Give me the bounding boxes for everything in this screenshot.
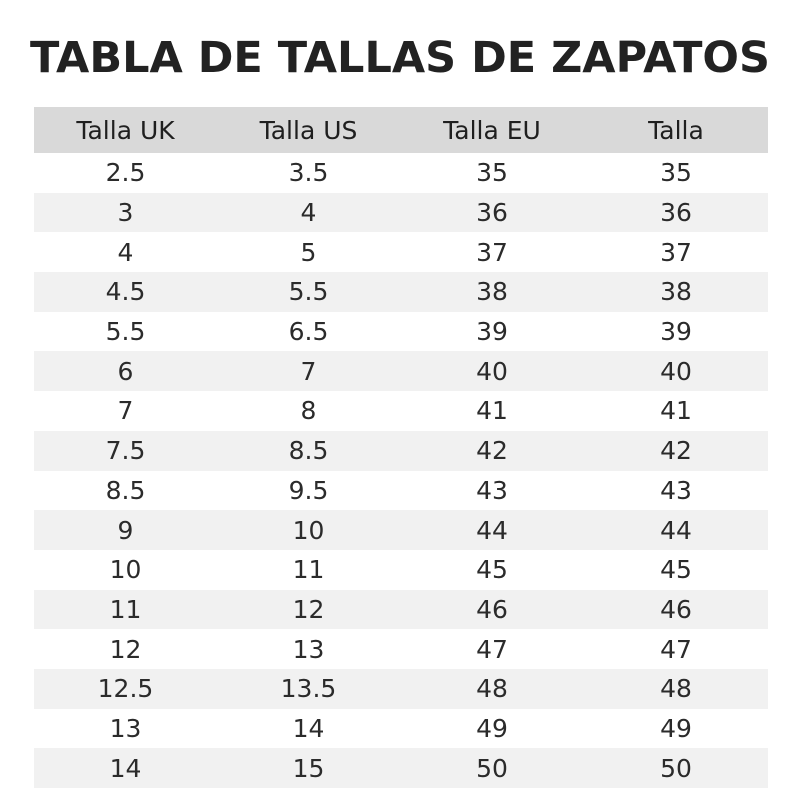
cell-talla: 40 xyxy=(584,351,768,392)
table-row: 2.5 3.5 35 35 xyxy=(34,153,768,193)
cell-talla-eu: 47 xyxy=(476,634,508,664)
cell-talla-uk: 9 xyxy=(34,510,217,550)
cell-talla-uk: 7 xyxy=(117,396,134,426)
cell-talla-uk: 4 xyxy=(117,237,134,267)
table-header: Talla UK Talla US Talla EU Talla xyxy=(34,107,768,153)
cell-talla-uk: 7.5 xyxy=(34,430,217,471)
cell-talla-eu: 40 xyxy=(400,351,584,392)
cell-talla-us: 6.5 xyxy=(288,317,329,347)
cell-talla: 47 xyxy=(660,634,692,664)
cell-talla-us: 9.5 xyxy=(288,475,329,505)
cell-talla-uk: 4.5 xyxy=(34,272,217,312)
cell-talla: 39 xyxy=(660,317,692,347)
cell-talla-us: 5 xyxy=(300,237,317,267)
cell-talla-us: 8.5 xyxy=(217,430,400,471)
cell-talla-us: 11 xyxy=(292,555,325,585)
cell-talla: 46 xyxy=(584,589,768,630)
table-row: 4.5 5.5 38 38 xyxy=(34,272,768,312)
cell-talla-eu: 50 xyxy=(400,748,584,788)
cell-talla-eu: 44 xyxy=(400,510,584,550)
cell-talla: 48 xyxy=(584,668,768,709)
cell-talla-us: 12 xyxy=(217,589,400,630)
cell-talla-eu: 36 xyxy=(400,192,584,233)
table-row: 10 11 45 45 xyxy=(34,550,768,590)
cell-talla-us: 15 xyxy=(217,748,400,788)
cell-talla-eu: 49 xyxy=(476,713,508,743)
cell-talla: 42 xyxy=(584,430,768,471)
table-row: 8.5 9.5 43 43 xyxy=(34,471,768,511)
table-row: 4 5 37 37 xyxy=(34,232,768,272)
table-body: 2.5 3.5 35 35 3 4 36 36 4 5 37 37 4.5 5.5 38 38 5.5 6.5 39… xyxy=(34,153,768,788)
cell-talla-uk: 3 xyxy=(34,192,217,233)
header-talla: Talla xyxy=(584,107,768,153)
cell-talla-us: 8 xyxy=(300,396,317,426)
table-row: 12.5 13.5 48 48 xyxy=(34,668,768,709)
cell-talla: 50 xyxy=(584,748,768,788)
cell-talla-eu: 35 xyxy=(476,158,508,188)
cell-talla: 44 xyxy=(584,510,768,550)
cell-talla-eu: 45 xyxy=(476,555,508,585)
cell-talla-us: 14 xyxy=(292,713,325,743)
header-row: Talla UK Talla US Talla EU Talla xyxy=(34,107,768,153)
cell-talla: 35 xyxy=(660,158,692,188)
table-row: 13 14 49 49 xyxy=(34,709,768,749)
cell-talla-uk: 11 xyxy=(34,589,217,630)
cell-talla: 38 xyxy=(584,272,768,312)
cell-talla-uk: 8.5 xyxy=(105,475,146,505)
cell-talla-us: 7 xyxy=(217,351,400,392)
table-row: 7.5 8.5 42 42 xyxy=(34,430,768,471)
cell-talla-uk: 12.5 xyxy=(34,668,217,709)
cell-talla-uk: 2.5 xyxy=(105,158,146,188)
cell-talla: 45 xyxy=(660,555,692,585)
cell-talla-uk: 12 xyxy=(109,634,142,664)
cell-talla-eu: 38 xyxy=(400,272,584,312)
header-talla-uk: Talla UK xyxy=(34,107,217,153)
table-row: 9 10 44 44 xyxy=(34,510,768,550)
cell-talla-eu: 43 xyxy=(476,475,508,505)
cell-talla-us: 10 xyxy=(217,510,400,550)
header-talla-eu: Talla EU xyxy=(400,107,584,153)
size-chart-table: Talla UK Talla US Talla EU Talla 2.5 3.5 3… xyxy=(34,107,768,788)
cell-talla: 37 xyxy=(660,237,692,267)
cell-talla: 36 xyxy=(584,192,768,233)
cell-talla-uk: 14 xyxy=(34,748,217,788)
page-title: TABLA DE TALLAS DE ZAPATOS xyxy=(30,33,770,83)
cell-talla-us: 13.5 xyxy=(217,668,400,709)
table-row: 7 8 41 41 xyxy=(34,391,768,431)
cell-talla-us: 3.5 xyxy=(288,158,329,188)
cell-talla-us: 5.5 xyxy=(217,272,400,312)
table-row: 12 13 47 47 xyxy=(34,629,768,669)
cell-talla: 41 xyxy=(660,396,692,426)
cell-talla-us: 4 xyxy=(217,192,400,233)
cell-talla-eu: 41 xyxy=(476,396,508,426)
table-row: 6 7 40 40 xyxy=(34,351,768,392)
cell-talla-eu: 37 xyxy=(476,237,508,267)
table-row: 14 15 50 50 xyxy=(34,748,768,788)
cell-talla: 43 xyxy=(660,475,692,505)
cell-talla-uk: 6 xyxy=(34,351,217,392)
cell-talla-uk: 5.5 xyxy=(105,317,146,347)
cell-talla-eu: 39 xyxy=(476,317,508,347)
cell-talla-uk: 10 xyxy=(109,555,142,585)
header-talla-us: Talla US xyxy=(217,107,400,153)
cell-talla-eu: 46 xyxy=(400,589,584,630)
cell-talla-eu: 42 xyxy=(400,430,584,471)
cell-talla-eu: 48 xyxy=(400,668,584,709)
cell-talla: 49 xyxy=(660,713,692,743)
table-row: 5.5 6.5 39 39 xyxy=(34,312,768,352)
cell-talla-us: 13 xyxy=(292,634,325,664)
table-row: 3 4 36 36 xyxy=(34,192,768,233)
table-row: 11 12 46 46 xyxy=(34,589,768,630)
cell-talla-uk: 13 xyxy=(109,713,142,743)
